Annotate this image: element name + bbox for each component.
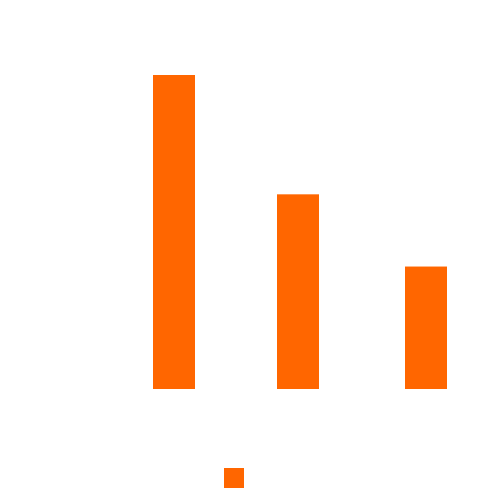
bar-3 [405,266,447,389]
bar-2 [277,194,319,389]
legend [224,468,250,488]
legend-swatch [224,468,244,488]
bar-1 [153,75,195,389]
